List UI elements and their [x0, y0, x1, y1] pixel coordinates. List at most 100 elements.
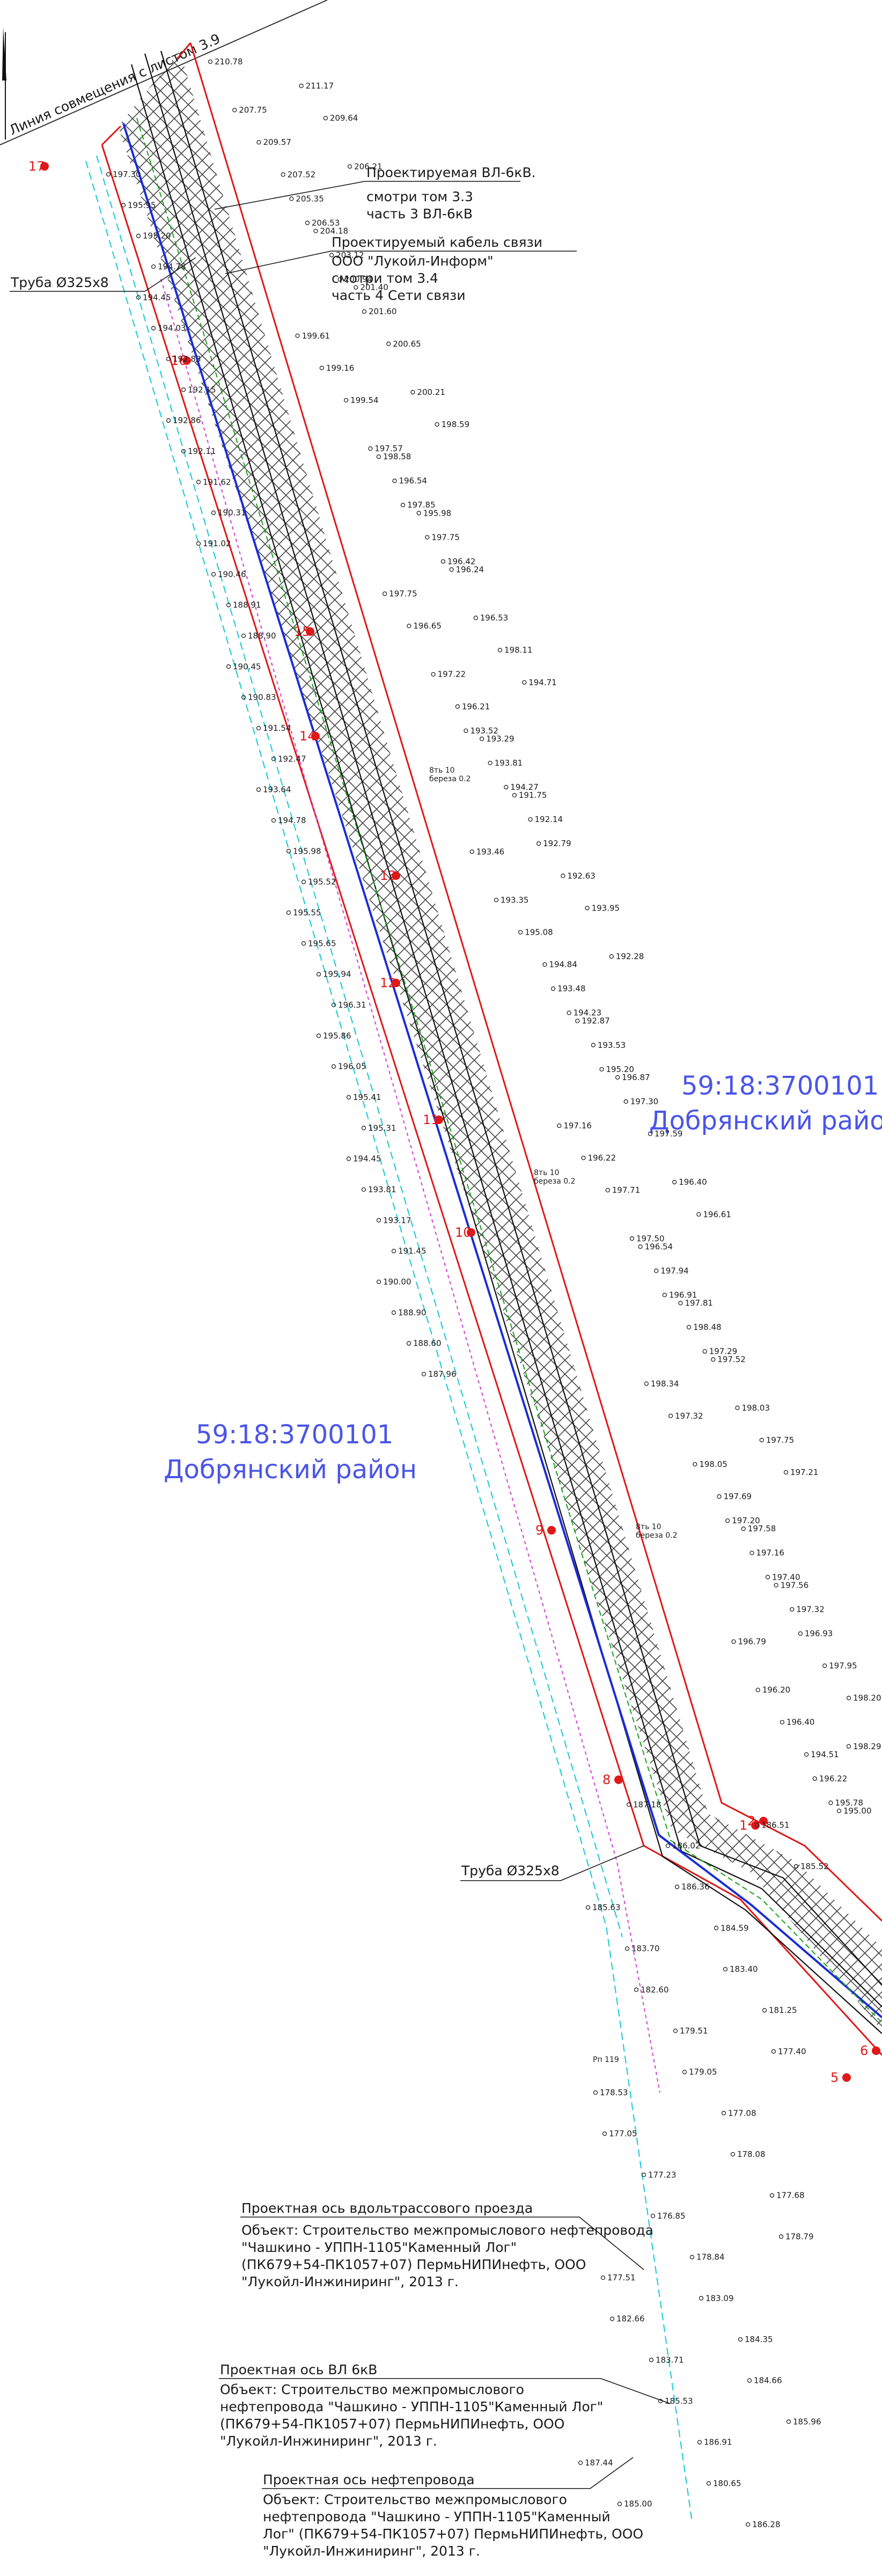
- elevation-point: 196.79: [731, 1637, 766, 1647]
- elevation-point: 197.21: [783, 1467, 818, 1477]
- elevation-point: 187.44: [578, 2458, 613, 2468]
- elevation-point: 183.71: [649, 2355, 684, 2365]
- elevation-value: 190.46: [218, 569, 246, 579]
- elevation-value: 192.87: [582, 1016, 610, 1026]
- elevation-value: 190.00: [383, 1277, 411, 1287]
- survey-point-icon: [455, 704, 460, 709]
- elevation-value: 186.91: [704, 2438, 732, 2447]
- survey-point-icon: [696, 1212, 701, 1217]
- elevation-point: 196.54: [392, 476, 427, 486]
- elevation-point: 195.86: [316, 1031, 351, 1040]
- survey-point-icon: [256, 725, 261, 731]
- survey-point-icon: [522, 680, 527, 685]
- elevation-point: 194.71: [522, 678, 557, 687]
- survey-point-icon: [702, 1349, 707, 1354]
- survey-point-icon: [706, 2481, 711, 2486]
- elevation-point: 196.05: [331, 1062, 366, 1072]
- survey-point-icon: [602, 2131, 607, 2136]
- elevation-point: 197.50: [629, 1234, 665, 1243]
- elevation-value: 186.51: [761, 1821, 790, 1830]
- survey-point-icon: [641, 2173, 646, 2177]
- survey-point-icon: [762, 2008, 767, 2013]
- elevation-value: 183.40: [730, 1964, 758, 1974]
- survey-point-icon: [605, 1188, 610, 1193]
- elevation-point: 195.95: [121, 200, 156, 210]
- survey-point-icon: [658, 2398, 663, 2404]
- elevation-value: 193.81: [495, 758, 523, 768]
- elevation-value: 200.65: [393, 339, 421, 349]
- survey-point-icon: [386, 341, 391, 346]
- elevation-value: 194.27: [510, 782, 539, 792]
- elevation-point: 197.16: [749, 1548, 784, 1558]
- pk-marker: 16: [171, 353, 191, 368]
- elevation-point: 197.69: [717, 1492, 752, 1501]
- magenta-lines: [160, 278, 660, 2093]
- survey-point-icon: [650, 2213, 656, 2219]
- survey-point-icon: [361, 1126, 366, 1131]
- elevation-point: 198.05: [693, 1459, 727, 1469]
- elevation-value: 194.45: [143, 292, 171, 302]
- survey-point-icon: [600, 2275, 606, 2280]
- elevation-value: 193.95: [592, 903, 620, 913]
- elevation-value: 195.20: [606, 1065, 634, 1074]
- elevation-point: 197.75: [425, 532, 460, 542]
- tree-label: береза 0.2: [534, 1177, 576, 1186]
- survey-point-icon: [665, 1843, 671, 1848]
- elevation-value: 183.09: [705, 2293, 734, 2303]
- elevation-point: 198.59: [435, 420, 469, 429]
- elevation-value: 192.15: [188, 385, 216, 394]
- elevation-value: 187.44: [585, 2458, 613, 2468]
- pk-dot: [467, 1228, 475, 1237]
- survey-point-icon: [699, 2296, 704, 2301]
- elevation-value: 195.00: [843, 1806, 872, 1816]
- elevation-value: 178.08: [737, 2149, 766, 2159]
- elevation-value: 178.53: [600, 2088, 628, 2097]
- elevation-point: 195.20: [136, 231, 171, 241]
- pk-dot: [311, 732, 320, 740]
- elevation-point: 198.34: [644, 1379, 679, 1389]
- elevation-value: 192.11: [188, 446, 216, 456]
- survey-point-icon: [790, 1607, 795, 1612]
- elevation-value: 193.53: [598, 1040, 626, 1050]
- elevation-value: 195.95: [128, 200, 156, 210]
- survey-point-icon: [151, 326, 156, 331]
- elevation-point: 184.35: [738, 2335, 773, 2344]
- survey-point-icon: [609, 954, 614, 959]
- elevation-value: 194.03: [158, 324, 186, 333]
- survey-point-icon: [301, 879, 306, 884]
- survey-point-icon: [121, 203, 126, 208]
- survey-point-icon: [593, 2090, 598, 2095]
- elevation-point: 185.96: [786, 2417, 821, 2426]
- survey-point-icon: [383, 591, 387, 596]
- elevation-value: 185.00: [624, 2499, 652, 2509]
- survey-point-icon: [561, 874, 565, 878]
- axis-pipe-line-4: Лог" (ПК679+54-ПК1057+07) ПермьНИПИнефть…: [263, 2526, 643, 2542]
- elevation-value: 187.18: [633, 1800, 662, 1809]
- elevation-value: 185.53: [665, 2396, 693, 2406]
- elevation-value: 195.94: [323, 970, 351, 979]
- survey-point-icon: [346, 1156, 351, 1161]
- survey-point-icon: [755, 1687, 760, 1692]
- elevation-value: 196.40: [787, 1718, 815, 1727]
- elevation-value: 192.14: [535, 814, 563, 824]
- tree-label: береза 0.2: [636, 1531, 678, 1540]
- elevation-value: 177.08: [728, 2108, 756, 2118]
- survey-point-icon: [241, 633, 246, 639]
- elevation-point: 197.75: [759, 1435, 794, 1445]
- survey-point-icon: [550, 986, 556, 991]
- elevation-point: 190.45: [226, 662, 261, 671]
- pk-label: 11: [423, 1112, 439, 1127]
- elevation-point: 194.27: [504, 782, 539, 792]
- elevation-value: 196.54: [399, 476, 427, 486]
- elevation-point: 177.68: [769, 2191, 805, 2200]
- elevation-point: 193.48: [550, 984, 586, 994]
- tree-label: 8ть 10: [636, 1523, 662, 1531]
- elevation-point: 197.94: [654, 1266, 689, 1275]
- elevation-value: 186.36: [681, 1882, 710, 1892]
- survey-point-icon: [623, 1099, 628, 1104]
- elevation-point: 188.90: [391, 1308, 427, 1317]
- elevation-point: 190.31: [211, 508, 246, 518]
- pk-dot: [182, 356, 191, 365]
- survey-point-icon: [624, 1946, 630, 1951]
